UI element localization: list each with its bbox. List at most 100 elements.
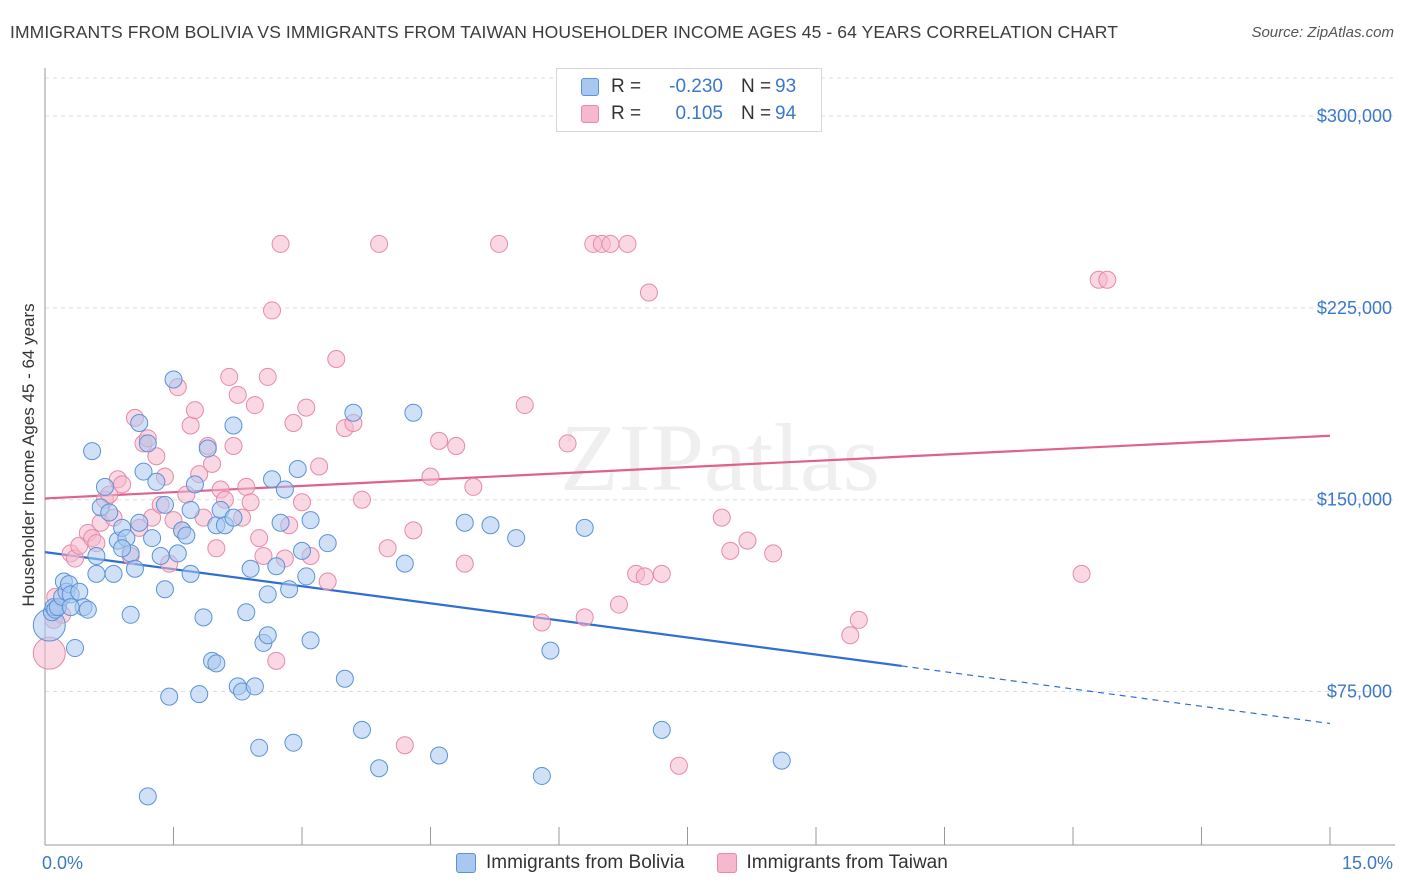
bolivia-swatch-icon (456, 853, 476, 873)
taiwan-point (263, 301, 282, 320)
n-label: N = (741, 76, 772, 97)
taiwan-trend-line (44, 434, 1331, 500)
bolivia-swatch-icon (581, 78, 599, 96)
taiwan-point (575, 608, 594, 627)
taiwan-point (310, 457, 329, 476)
x-tick-label: 15.0% (1342, 853, 1393, 873)
r-label: R = (611, 103, 642, 124)
taiwan-point (293, 493, 311, 512)
bolivia-point (83, 442, 102, 461)
bolivia-point (335, 669, 354, 688)
taiwan-point (203, 454, 222, 473)
bolivia-point (275, 480, 294, 499)
bolivia-point (301, 631, 320, 650)
bolivia-point (61, 598, 80, 617)
axes (44, 68, 1395, 846)
taiwan-point (532, 613, 551, 632)
r-value: -0.230 (669, 76, 723, 97)
taiwan-point (181, 416, 200, 435)
taiwan-point (241, 493, 260, 512)
taiwan-point (237, 477, 256, 496)
bolivia-point (70, 582, 89, 601)
bolivia-point (532, 766, 551, 785)
taiwan-point (271, 234, 290, 253)
bolivia-point (198, 439, 217, 458)
bolivia-point (87, 546, 106, 565)
taiwan-point (254, 546, 273, 565)
taiwan-point (228, 385, 247, 404)
taiwan-point (515, 396, 534, 415)
taiwan-point (849, 610, 868, 629)
bolivia-point (100, 503, 119, 522)
bolivia-point (224, 508, 243, 527)
taiwan-point (421, 467, 440, 486)
bolivia-point (160, 687, 179, 706)
bolivia-trend-extension (901, 665, 1331, 725)
y-axis-label: Householder Income Ages 45 - 64 years (19, 303, 38, 606)
taiwan-point (378, 539, 397, 558)
bolivia-point (280, 580, 299, 599)
taiwan-point (284, 413, 303, 432)
bolivia-point (284, 733, 303, 752)
bolivia-point (181, 564, 200, 583)
correlation-legend: R = -0.230 N = 93 R = 0.105 N = 94 (556, 68, 822, 132)
bolivia-point (258, 626, 277, 645)
taiwan-point (609, 595, 628, 614)
taiwan-point (490, 234, 509, 253)
taiwan-point (352, 490, 371, 509)
bolivia-point (652, 720, 671, 739)
taiwan-point (669, 756, 688, 775)
taiwan-point (113, 475, 132, 494)
taiwan-point (430, 431, 449, 450)
legend-item-taiwan: Immigrants from Taiwan (716, 852, 948, 874)
bolivia-point (185, 475, 204, 494)
bolivia-point (395, 554, 414, 573)
taiwan-point (464, 477, 483, 496)
legend-row-taiwan: R = 0.105 N = 94 (581, 102, 796, 126)
y-tick-label: $225,000 (1317, 298, 1392, 318)
bolivia-point (190, 685, 209, 704)
bolivia-point (288, 460, 307, 479)
bolivia-point (575, 518, 594, 537)
bolivia-point (250, 738, 269, 757)
taiwan-point (370, 234, 389, 253)
taiwan-point (147, 447, 166, 466)
bolivia-point (121, 605, 140, 624)
bolivia-point (370, 759, 389, 778)
bolivia-point (481, 516, 500, 535)
bolivia-point (143, 529, 162, 548)
bolivia-point (301, 511, 320, 530)
bolivia-point (245, 677, 264, 696)
taiwan-point (258, 367, 277, 386)
taiwan-point (639, 283, 658, 302)
bolivia-point (194, 608, 213, 627)
taiwan-point (245, 396, 264, 415)
bolivia-point (541, 641, 560, 660)
taiwan-point (635, 567, 654, 586)
bolivia-point (507, 529, 526, 548)
legend-label: Immigrants from Bolivia (486, 852, 685, 873)
taiwan-point (207, 539, 226, 558)
taiwan-point (224, 436, 243, 455)
taiwan-point (1098, 270, 1117, 289)
legend-item-bolivia: Immigrants from Bolivia (456, 852, 685, 874)
taiwan-swatch-icon (581, 105, 599, 123)
r-label: R = (611, 76, 642, 97)
bolivia-point (78, 600, 97, 619)
tick-labels: $75,000 $150,000 $225,000 $300,000 0.0% 15.0% (42, 106, 1393, 873)
bolivia-point (177, 526, 196, 545)
bolivia-point (404, 403, 423, 422)
bolivia-point (297, 567, 316, 586)
series-legend: Immigrants from Bolivia Immigrants from … (456, 852, 980, 874)
taiwan-point (447, 436, 466, 455)
taiwan-point (220, 367, 239, 386)
bolivia-point (352, 720, 371, 739)
taiwan-point (297, 398, 316, 417)
data-points (32, 234, 1117, 806)
taiwan-point (764, 544, 783, 563)
taiwan-point (558, 434, 577, 453)
y-tick-label: $75,000 (1327, 682, 1392, 702)
n-value: 93 (775, 76, 797, 97)
bolivia-point (130, 413, 149, 432)
